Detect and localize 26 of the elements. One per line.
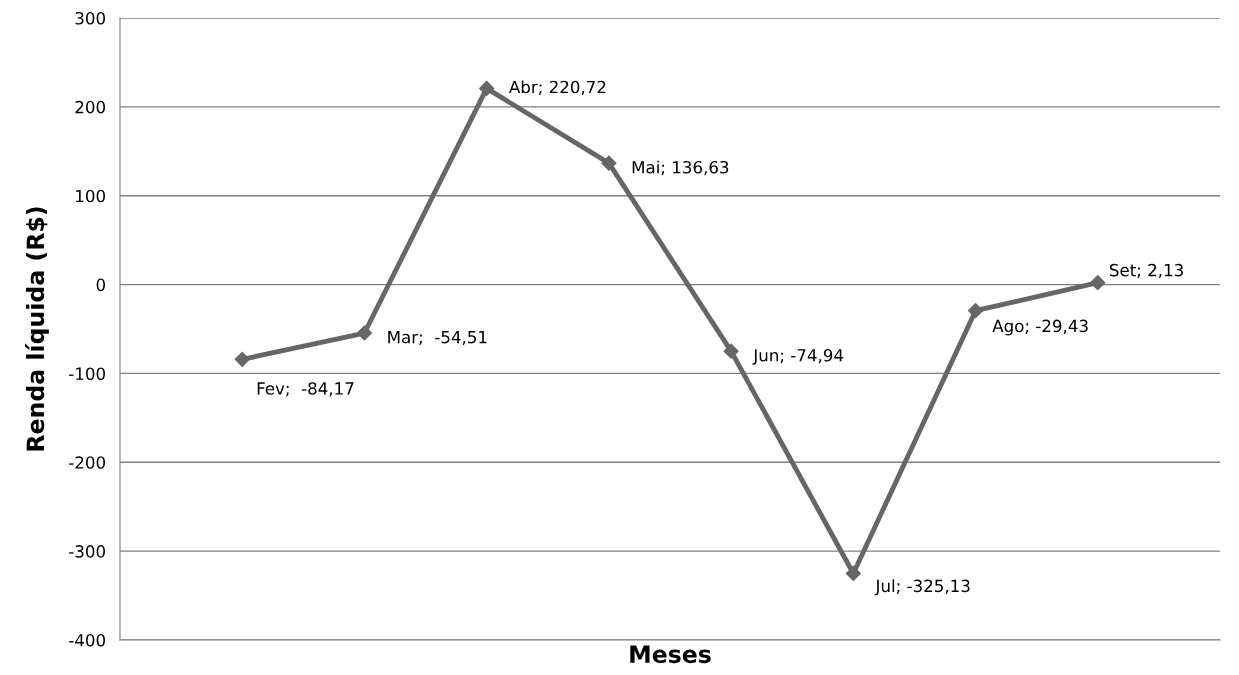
point	[356, 325, 373, 341]
data-label: Ago; -29,43	[992, 319, 1088, 336]
y-tick-label: 200	[75, 100, 105, 114]
data-label: Jun; -74,94	[752, 348, 844, 365]
y-tick-label: -200	[69, 456, 105, 469]
y-tick-label: -300	[69, 545, 105, 558]
y-axis-title: Renda líquida (R$)	[25, 207, 49, 451]
y-tick-label: -100	[69, 367, 105, 380]
data-label: Abr; 220,72	[509, 80, 606, 95]
data-label: Jul; -325,13	[874, 579, 970, 596]
data-label: Mar; -54,51	[388, 331, 487, 346]
point	[479, 80, 495, 97]
data-label: Set; 2,13	[1109, 263, 1183, 279]
point	[967, 303, 984, 319]
point	[845, 565, 861, 582]
point	[601, 155, 617, 171]
y-tick-label: -400	[69, 633, 105, 647]
data-label: Mai; 136,63	[632, 160, 729, 176]
y-tick-label: 300	[75, 11, 105, 25]
point	[1090, 275, 1106, 291]
point	[723, 343, 739, 359]
x-axis-title: Meses	[630, 645, 711, 664]
y-tick-label: 0	[96, 278, 105, 292]
data-label: Fev; -84,17	[257, 382, 354, 397]
y-tick-label: 100	[76, 189, 105, 203]
point	[234, 351, 250, 367]
